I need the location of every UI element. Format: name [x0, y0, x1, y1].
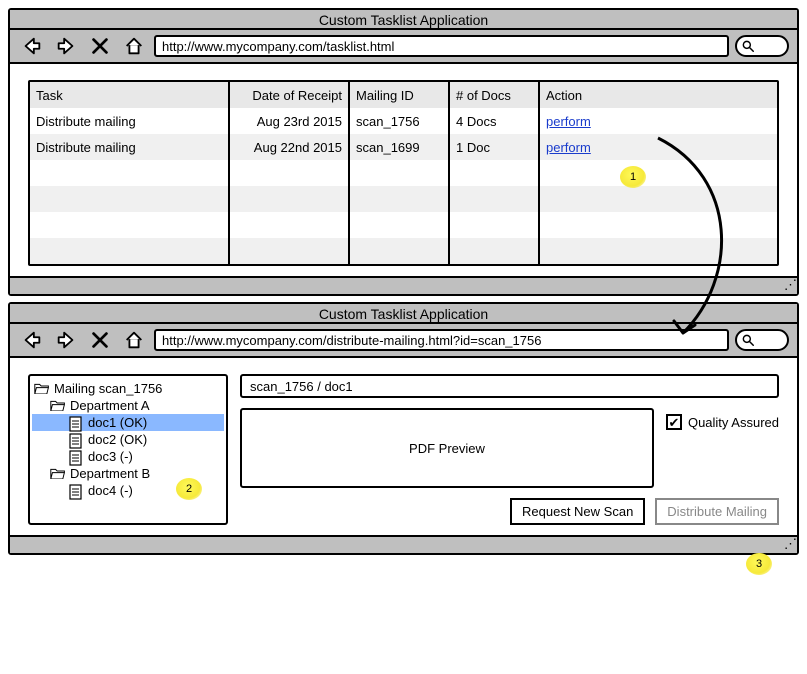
forward-button[interactable]	[52, 34, 80, 58]
document-tree: Mailing scan_1756 Department A doc1 (OK)…	[28, 374, 228, 525]
folder-open-icon	[50, 399, 66, 413]
tree-label: doc4 (-)	[88, 483, 133, 498]
col-task: Task	[30, 82, 230, 108]
file-icon	[68, 416, 84, 430]
search-box[interactable]	[735, 329, 789, 351]
file-icon	[68, 450, 84, 464]
task-table: Task Date of Receipt Mailing ID # of Doc…	[28, 80, 779, 266]
table-row	[30, 212, 777, 238]
cell-task: Distribute mailing	[30, 134, 230, 160]
col-date: Date of Receipt	[230, 82, 350, 108]
cell-date: Aug 22nd 2015	[230, 134, 350, 160]
tree-folder-deptA[interactable]: Department A	[32, 397, 224, 414]
table-row	[30, 160, 777, 186]
tree-label: doc2 (OK)	[88, 432, 147, 447]
status-bar: ⋰	[10, 535, 797, 553]
back-button[interactable]	[18, 328, 46, 352]
request-scan-button[interactable]: Request New Scan	[510, 498, 645, 525]
tree-doc1[interactable]: doc1 (OK)	[32, 414, 224, 431]
url-input[interactable]	[154, 329, 729, 351]
url-input[interactable]	[154, 35, 729, 57]
tree-label: doc3 (-)	[88, 449, 133, 464]
stop-button[interactable]	[86, 34, 114, 58]
tree-doc3[interactable]: doc3 (-)	[32, 448, 224, 465]
file-icon	[68, 433, 84, 447]
browser-toolbar	[10, 30, 797, 64]
table-row	[30, 238, 777, 264]
tree-root[interactable]: Mailing scan_1756	[32, 380, 224, 397]
status-bar: ⋰	[10, 276, 797, 294]
tree-doc2[interactable]: doc2 (OK)	[32, 431, 224, 448]
perform-link[interactable]: perform	[546, 140, 591, 155]
folder-open-icon	[50, 467, 66, 481]
col-action: Action	[540, 82, 640, 108]
tree-label: Mailing scan_1756	[54, 381, 162, 396]
annotation-3: 3	[746, 553, 772, 575]
qa-label: Quality Assured	[688, 415, 779, 430]
cell-task: Distribute mailing	[30, 108, 230, 134]
browser-window-distribute: Custom Tasklist Application Mailing scan…	[8, 302, 799, 555]
resize-grip-icon: ⋰	[784, 277, 795, 293]
window-title: Custom Tasklist Application	[10, 10, 797, 30]
checkbox-icon: ✔	[666, 414, 682, 430]
resize-grip-icon: ⋰	[784, 536, 795, 552]
tree-label: doc1 (OK)	[88, 415, 147, 430]
home-button[interactable]	[120, 328, 148, 352]
stop-button[interactable]	[86, 328, 114, 352]
file-icon	[68, 484, 84, 498]
tree-label: Department A	[70, 398, 150, 413]
window-title: Custom Tasklist Application	[10, 304, 797, 324]
distribute-mailing-button[interactable]: Distribute Mailing	[655, 498, 779, 525]
back-button[interactable]	[18, 34, 46, 58]
perform-link[interactable]: perform	[546, 114, 591, 129]
cell-docs: 4 Docs	[450, 108, 540, 134]
pdf-preview: PDF Preview	[240, 408, 654, 488]
quality-assured-checkbox[interactable]: ✔ Quality Assured	[666, 408, 779, 430]
breadcrumb: scan_1756 / doc1	[240, 374, 779, 398]
search-box[interactable]	[735, 35, 789, 57]
folder-open-icon	[34, 382, 50, 396]
table-header-row: Task Date of Receipt Mailing ID # of Doc…	[30, 82, 777, 108]
search-icon	[741, 333, 755, 347]
cell-docs: 1 Doc	[450, 134, 540, 160]
home-button[interactable]	[120, 34, 148, 58]
search-icon	[741, 39, 755, 53]
col-docs: # of Docs	[450, 82, 540, 108]
table-row: Distribute mailing Aug 22nd 2015 scan_16…	[30, 134, 777, 160]
breadcrumb-text: scan_1756 / doc1	[250, 379, 353, 394]
cell-mailid: scan_1756	[350, 108, 450, 134]
tree-label: Department B	[70, 466, 150, 481]
browser-window-tasklist: Custom Tasklist Application Task Date of…	[8, 8, 799, 296]
pdf-preview-label: PDF Preview	[409, 441, 485, 456]
annotation-2: 2	[176, 478, 202, 500]
table-row: Distribute mailing Aug 23rd 2015 scan_17…	[30, 108, 777, 134]
annotation-1: 1	[620, 166, 646, 188]
browser-toolbar	[10, 324, 797, 358]
cell-date: Aug 23rd 2015	[230, 108, 350, 134]
col-mailid: Mailing ID	[350, 82, 450, 108]
cell-mailid: scan_1699	[350, 134, 450, 160]
forward-button[interactable]	[52, 328, 80, 352]
table-row	[30, 186, 777, 212]
